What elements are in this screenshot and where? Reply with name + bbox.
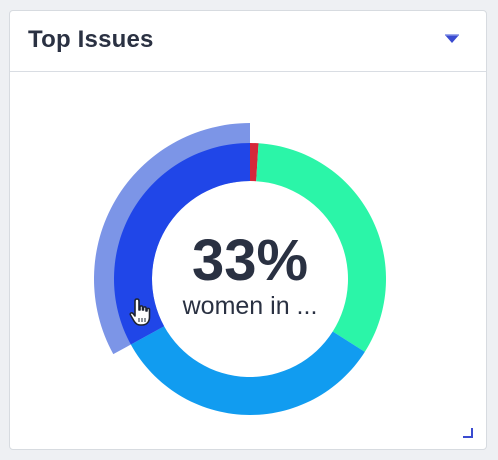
donut-segment-3[interactable] [130, 326, 365, 415]
donut-center-label: women in ... [182, 292, 318, 320]
dropdown-caret-icon[interactable] [444, 33, 460, 45]
donut-segment-2[interactable] [256, 143, 386, 352]
donut-chart-svg [94, 123, 386, 415]
donut-segment-4[interactable] [113, 143, 250, 345]
donut-center-value: 33% [191, 228, 309, 293]
widget-title: Top Issues [28, 26, 154, 53]
top-issues-widget: Top Issues 33% women in ... [9, 10, 487, 450]
hand-pointer-icon [129, 298, 151, 326]
donut-segment-1[interactable] [250, 143, 259, 182]
resize-corner-icon[interactable] [462, 427, 474, 439]
donut-chart: 33% women in ... [10, 72, 486, 450]
widget-header: Top Issues [10, 11, 486, 72]
